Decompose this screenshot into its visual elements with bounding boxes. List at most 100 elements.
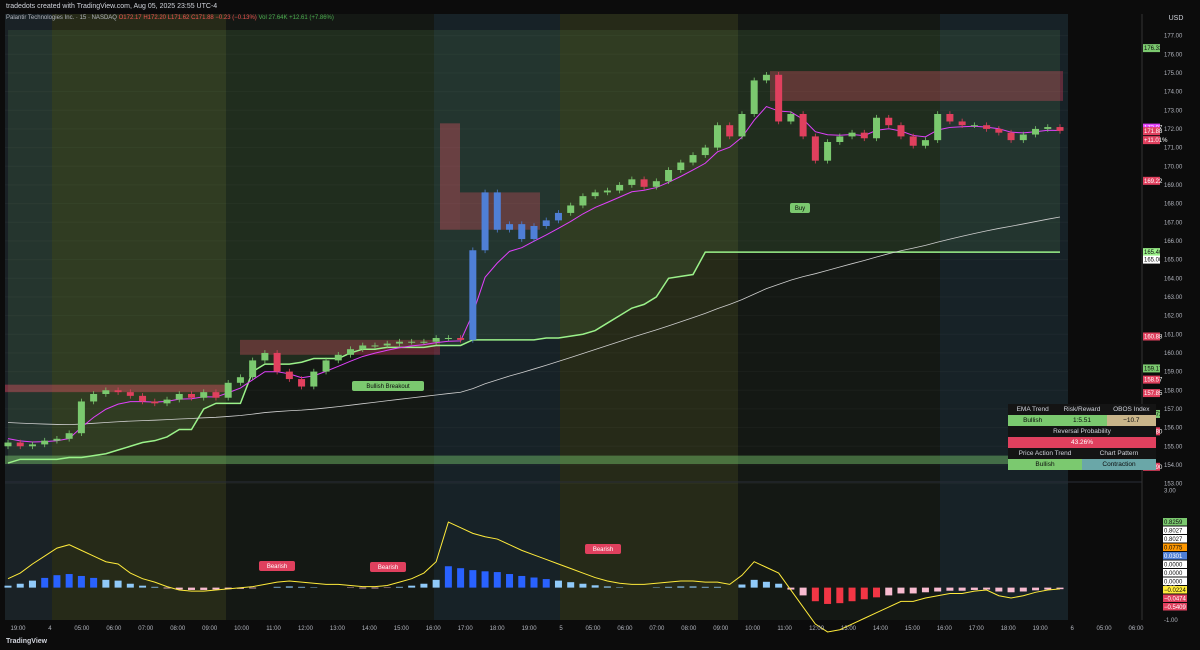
candle-body (665, 170, 673, 182)
histogram-bar (187, 587, 195, 590)
ohlc-low: L171.62 (167, 15, 190, 21)
price-tick-label: 159.00 (1164, 370, 1183, 376)
candle-body (493, 192, 501, 230)
histogram-bar (799, 587, 807, 596)
osc-value-tag (1163, 552, 1187, 560)
price-tag-label: 159.17 (1144, 366, 1163, 372)
histogram-bar (909, 587, 917, 594)
candle-body (359, 345, 367, 350)
histogram-bar (873, 587, 881, 598)
oscillator-panel: 3.002.001.000.00-1.000.82590.80270.80270… (4, 481, 1187, 633)
histogram-bar (4, 585, 12, 588)
osc-value-label: −0.0224 (1164, 588, 1187, 594)
currency-button[interactable]: USD (1158, 12, 1194, 26)
candle-body (90, 394, 98, 402)
histogram-bar (885, 587, 893, 596)
histogram-bar (359, 587, 367, 589)
histogram-bar (1056, 587, 1064, 590)
time-tick-label: 13:00 (330, 626, 346, 632)
time-tick-label: 12:00 (809, 626, 825, 632)
histogram-bar (824, 587, 832, 604)
osc-value-label: 0.0301 (1164, 554, 1183, 560)
candle-body (371, 345, 379, 347)
candle-body (298, 379, 306, 387)
ohlc-close: C171.88 (191, 15, 214, 21)
time-tick-label: 17:00 (969, 626, 985, 632)
candle-body (383, 343, 391, 346)
support-band (5, 455, 1142, 464)
price-tag-label: 165.40 (1144, 250, 1163, 256)
histogram-bar (469, 570, 477, 588)
candle-body (518, 224, 526, 240)
histogram-bar (493, 572, 501, 588)
price-tag (1143, 176, 1160, 185)
price-tick-label: 163.00 (1164, 295, 1183, 301)
candle-body (628, 179, 636, 185)
histogram-bar (200, 587, 208, 590)
histogram-bar (970, 587, 978, 590)
histogram-bar (860, 587, 868, 600)
candle-body (726, 125, 734, 137)
session-bg-2 (226, 14, 434, 620)
trailing-stop-band (7, 30, 1060, 464)
signal-badge (259, 561, 295, 571)
candle-body (640, 179, 648, 187)
histogram-bar (212, 587, 220, 590)
session-bg-0 (5, 14, 52, 620)
candle-body (934, 114, 942, 141)
price-tick-label: 166.00 (1164, 239, 1183, 245)
time-tick-label: 15:00 (905, 626, 921, 632)
time-tick-label: 18:00 (490, 626, 506, 632)
band-fill (8, 30, 1060, 464)
candle-body (28, 444, 36, 447)
zone-5 (770, 71, 1063, 101)
osc-value-tag (1163, 535, 1187, 543)
candle-body (897, 125, 905, 137)
session-bg-3 (434, 14, 560, 620)
osc-value-label: 0.0775 (1164, 546, 1183, 552)
price-tick-label: 173.00 (1164, 108, 1183, 114)
time-tick-label: 19:00 (1033, 626, 1049, 632)
risk-reward-value: 1:5.51 (1057, 415, 1107, 426)
price-tick-label: 153.00 (1164, 482, 1183, 488)
histogram-bar (53, 575, 61, 588)
candle-body (750, 80, 758, 114)
candle-body (4, 442, 12, 447)
candle-body (212, 392, 220, 398)
histogram-bar (554, 580, 562, 588)
candle-body (469, 250, 477, 340)
histogram-bar (946, 587, 954, 591)
price-tick-label: 174.00 (1164, 90, 1183, 96)
histogram-bar (995, 587, 1003, 592)
price-axis: 177.00176.00175.00174.00173.00172.00171.… (1141, 14, 1183, 620)
price-tick-label: 176.00 (1164, 52, 1183, 58)
tradingview-logo[interactable]: TradingView (6, 638, 48, 645)
price-tick-label: 169.00 (1164, 183, 1183, 189)
histogram-bar (163, 587, 171, 589)
candle-body (591, 192, 599, 197)
candle-body (273, 352, 281, 372)
osc-value-tag (1163, 603, 1187, 611)
histogram-bar (603, 586, 611, 588)
histogram-bar (921, 587, 929, 593)
histogram-bar (836, 587, 844, 604)
candle-body (395, 341, 403, 344)
time-tick-label: 16:00 (426, 626, 442, 632)
candle-body (102, 390, 110, 394)
attribution-bar: tradedots created with TradingView.com, … (0, 0, 1200, 14)
osc-value-label: 0.8027 (1164, 537, 1183, 543)
volume-value: Vol 27.64K (258, 15, 288, 21)
candle-body (567, 205, 575, 213)
histogram-bar (530, 577, 538, 588)
session-bg-4 (560, 14, 738, 620)
candle-body (983, 125, 991, 129)
candle-body (836, 136, 844, 142)
candle-body (53, 438, 61, 441)
price-tag-label: 176.33 (1144, 46, 1163, 52)
candle-body (1044, 127, 1052, 129)
signal-badge-label: Buy (795, 206, 805, 212)
price-tag (1143, 389, 1160, 398)
time-axis: 19:00 4 05:00 06:00 07:00 08:00 09:00 10:00 11:0… (10, 626, 1144, 632)
time-tick-label: 14:00 (873, 626, 889, 632)
